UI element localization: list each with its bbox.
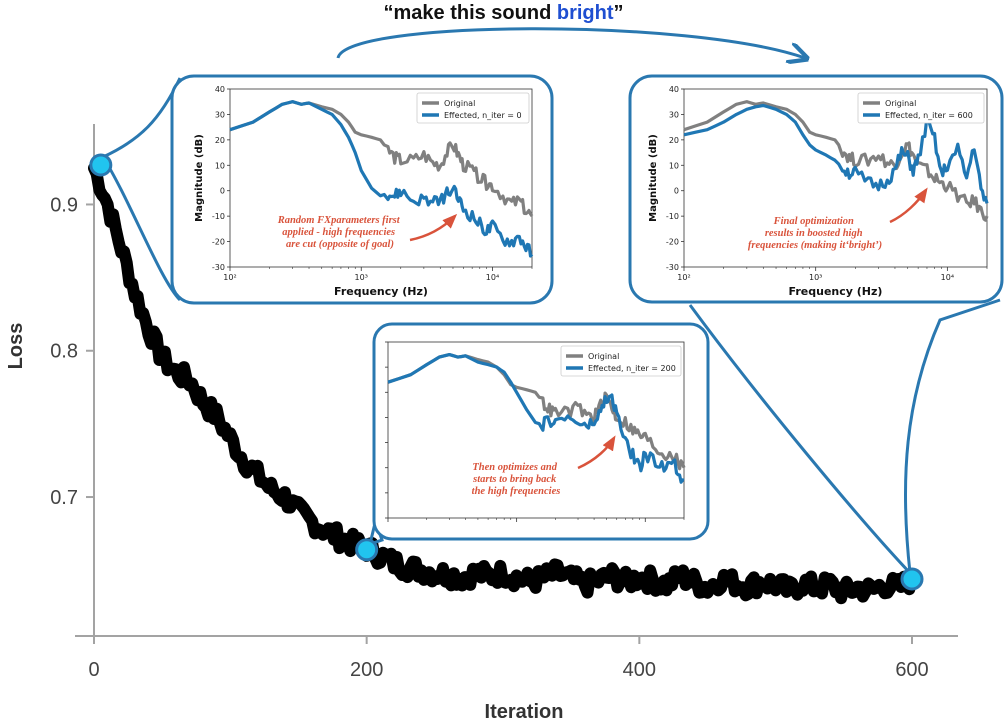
- inset-x-tick-label: 10²: [223, 273, 236, 282]
- inset-legend-box: [416, 92, 530, 124]
- loss-series-line: [88, 162, 918, 605]
- y-tick-label: 0.9: [50, 194, 78, 216]
- original-series-line: [229, 100, 534, 218]
- inset-x-tick-label: 10⁴: [941, 273, 954, 282]
- inset-x-axis-label: Frequency (Hz): [789, 285, 883, 298]
- inset-annotation-arrow: [577, 435, 616, 470]
- inset-y-tick-label: -30: [212, 263, 225, 272]
- figure-title: “make this sound bright”: [0, 2, 1007, 25]
- inset-y-tick-label: 40: [215, 85, 225, 94]
- inset-annotation-arrow: [889, 187, 928, 224]
- x-tick-label: 0: [88, 659, 99, 681]
- x-axis-label: Iteration: [485, 701, 564, 723]
- effected-series-line: [683, 103, 989, 204]
- y-tick-label: 0.7: [50, 487, 78, 509]
- inset-y-tick-label: 0: [674, 187, 679, 196]
- inset-y-axis-label: Magnitude (dB): [194, 134, 205, 222]
- inset-y-axis-label: Magnitude (dB): [648, 134, 659, 222]
- iteration-marker: [355, 538, 379, 562]
- inset-x-tick-label: 10⁴: [486, 273, 499, 282]
- inset-legend-label: Effected, n_iter = 200: [588, 364, 676, 373]
- title-arrow: [336, 27, 805, 58]
- inset-iter600: -30 -20 -10 0 10 20 30 40 10² 10³ 10⁴ Frequency (Hz…: [628, 74, 1004, 304]
- title-close-quote: ”: [613, 2, 624, 24]
- y-axis-label: Loss: [5, 323, 27, 370]
- inset-y-tick-label: -10: [666, 212, 679, 221]
- title-prefix: make this sound: [393, 2, 557, 24]
- x-tick-label: 400: [623, 659, 656, 681]
- inset-y-tick-label: -20: [212, 238, 225, 247]
- inset-legend-label: Original: [885, 99, 916, 108]
- iteration-marker: [89, 153, 113, 177]
- inset-legend: Original Effected, n_iter = 600: [857, 92, 985, 124]
- inset-annotation-arrow: [409, 213, 458, 242]
- inset-annotation: Random FXparameters first applied - high…: [277, 215, 403, 250]
- iteration-marker: [900, 567, 924, 591]
- inset-legend-label: Effected, n_iter = 0: [444, 111, 522, 120]
- inset-x-tick-label: 10³: [809, 273, 822, 282]
- callout-connector-iter600: [688, 298, 1001, 575]
- inset-y-tick-label: -30: [666, 263, 679, 272]
- effected-series-line: [229, 100, 534, 258]
- original-series-line: [683, 100, 989, 222]
- y-tick-label: 0.8: [50, 341, 78, 363]
- inset-y-tick-label: 10: [215, 161, 225, 170]
- inset-iter600-frame: [628, 74, 1004, 304]
- inset-legend-label: Original: [588, 352, 619, 361]
- inset-y-tick-label: 40: [669, 85, 679, 94]
- inset-y-tick-label: 0: [220, 187, 225, 196]
- x-tick-label: 600: [895, 659, 928, 681]
- inset-x-tick-label: 10³: [355, 273, 368, 282]
- inset-iter200: Original Effected, n_iter = 200 Then optim…: [372, 322, 710, 541]
- inset-y-tick-label: 20: [669, 136, 679, 145]
- effected-series-line: [387, 353, 685, 484]
- inset-x-tick-label: 10²: [677, 273, 690, 282]
- inset-legend-label: Original: [444, 99, 475, 108]
- inset-y-tick-label: -10: [212, 212, 225, 221]
- inset-axes-frame: [387, 341, 685, 519]
- inset-annotation: Final optimization results in boosted hi…: [748, 216, 882, 251]
- inset-y-tick-label: 10: [669, 161, 679, 170]
- inset-iter200-frame: [372, 322, 710, 541]
- inset-y-tick-label: -20: [666, 238, 679, 247]
- highlight-markers: [89, 153, 924, 591]
- title-highlight: bright: [556, 2, 614, 24]
- inset-legend-box: [857, 92, 985, 124]
- inset-axes-frame: [683, 88, 988, 268]
- inset-legend-box: [560, 345, 682, 377]
- inset-y-tick-label: 20: [215, 136, 225, 145]
- inset-axes-frame: [229, 88, 533, 268]
- inset-legend: Original Effected, n_iter = 0: [416, 92, 530, 124]
- title-open-quote: “: [383, 2, 394, 24]
- inset-x-axis-label: Frequency (Hz): [334, 285, 428, 298]
- x-tick-label: 200: [350, 659, 383, 681]
- callout-connector-iter0: [101, 77, 182, 302]
- inset-annotation: Then optimizes and starts to bring back …: [472, 462, 561, 497]
- inset-y-tick-label: 30: [669, 110, 679, 119]
- inset-iter0: -30 -20 -10 0 10 20 30 40 10² 10³ 10⁴ Frequency (Hz…: [170, 74, 554, 305]
- inset-legend-label: Effected, n_iter = 600: [885, 111, 973, 120]
- inset-y-tick-label: 30: [215, 110, 225, 119]
- inset-legend: Original Effected, n_iter = 200: [560, 345, 682, 377]
- inset-iter0-frame: [170, 74, 554, 305]
